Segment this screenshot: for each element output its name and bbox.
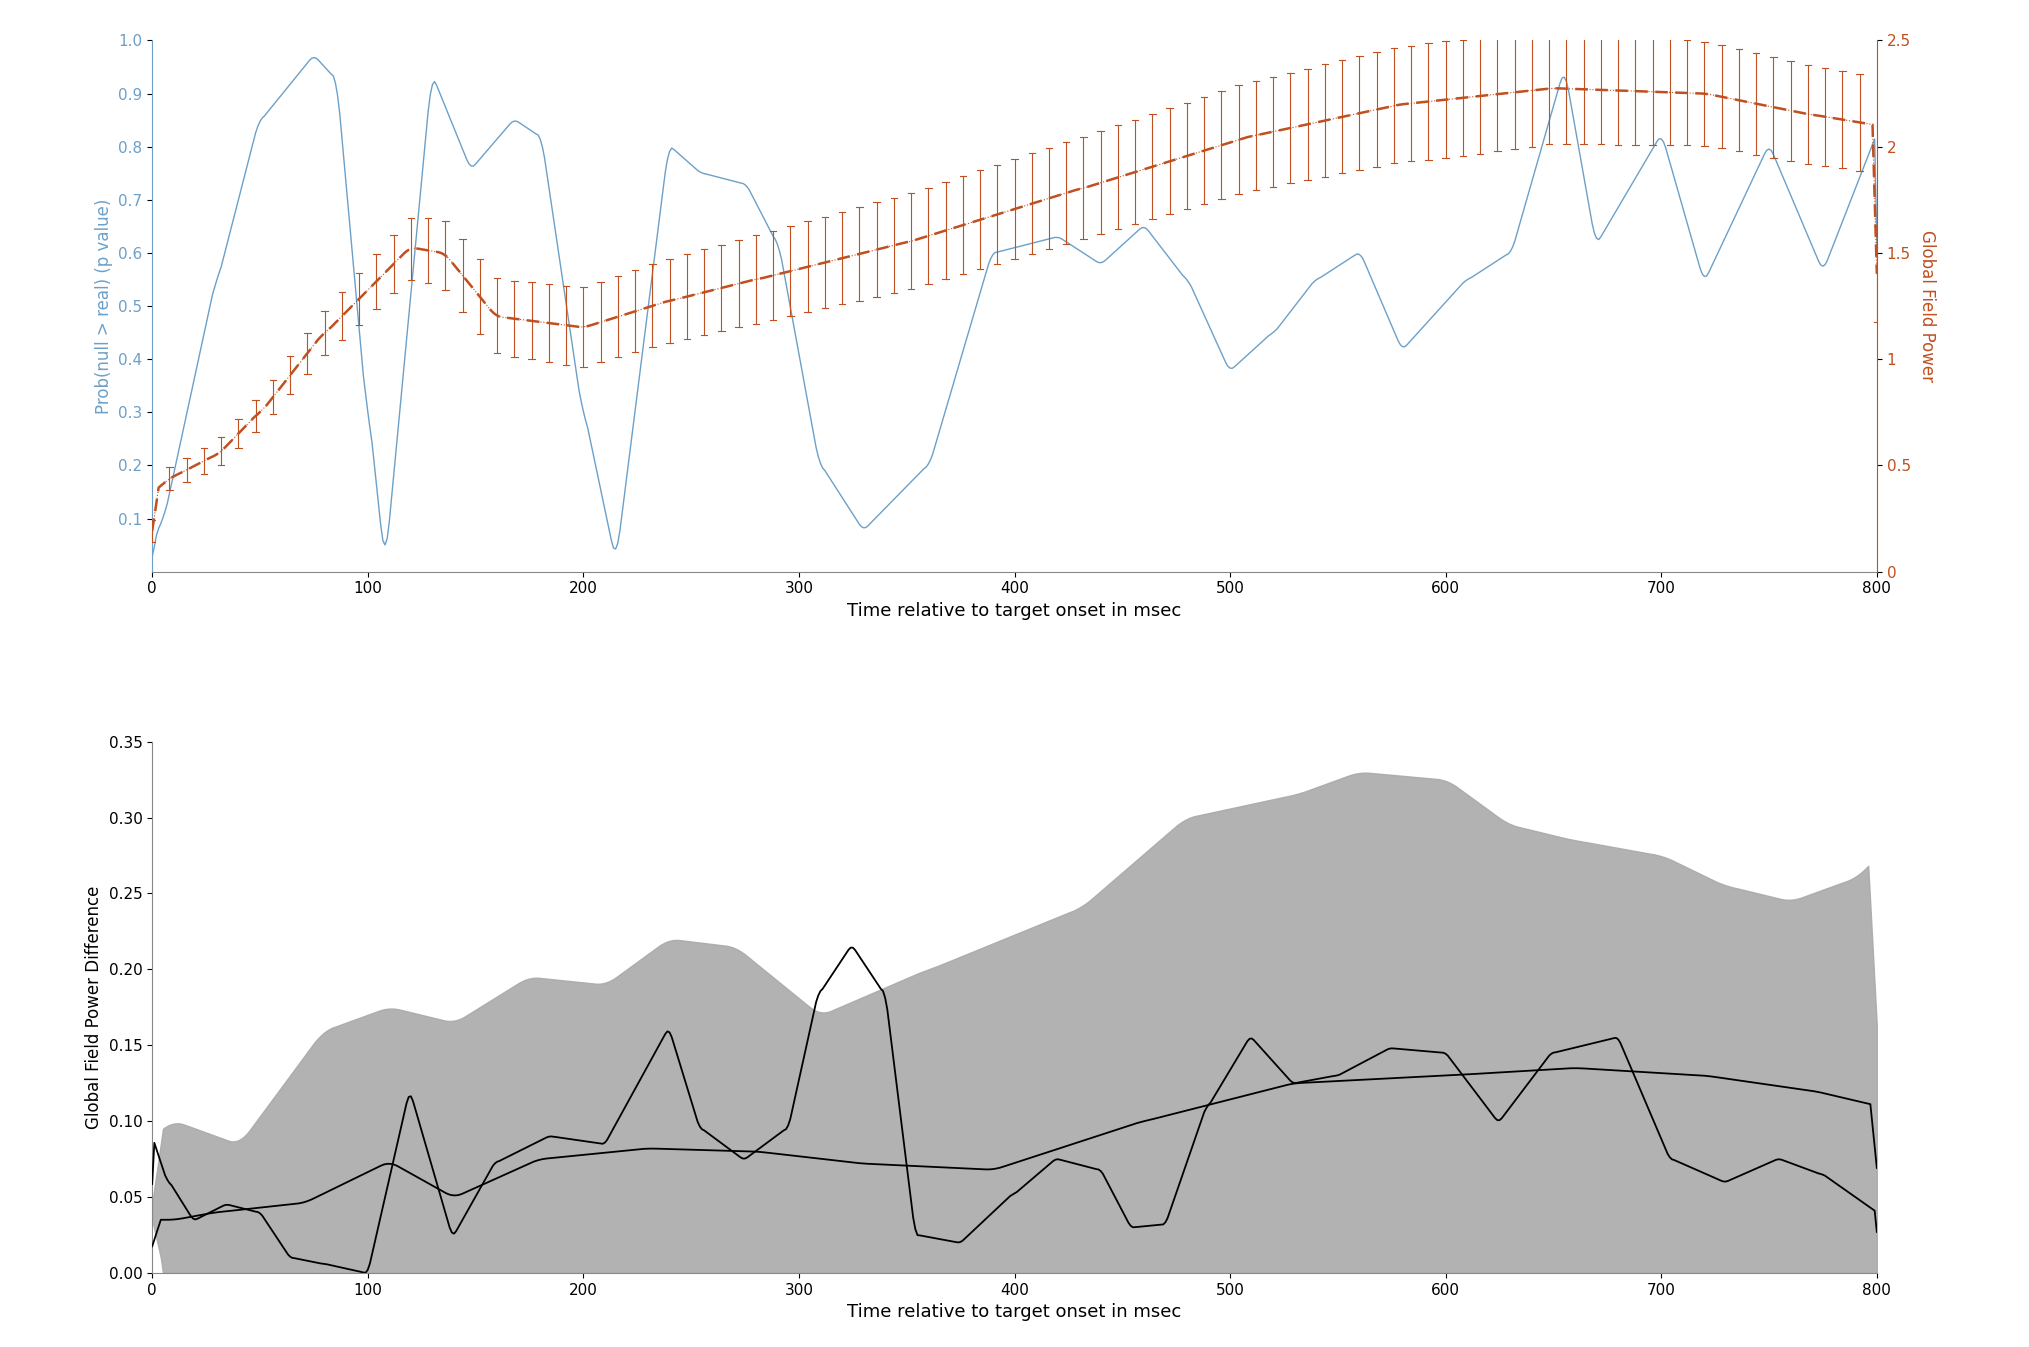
- X-axis label: Time relative to target onset in msec: Time relative to target onset in msec: [848, 602, 1181, 620]
- Y-axis label: Global Field Power: Global Field Power: [1917, 230, 1936, 383]
- X-axis label: Time relative to target onset in msec: Time relative to target onset in msec: [848, 1303, 1181, 1321]
- Y-axis label: Global Field Power Difference: Global Field Power Difference: [85, 885, 103, 1129]
- Y-axis label: Prob(null > real) (p value): Prob(null > real) (p value): [95, 198, 114, 414]
